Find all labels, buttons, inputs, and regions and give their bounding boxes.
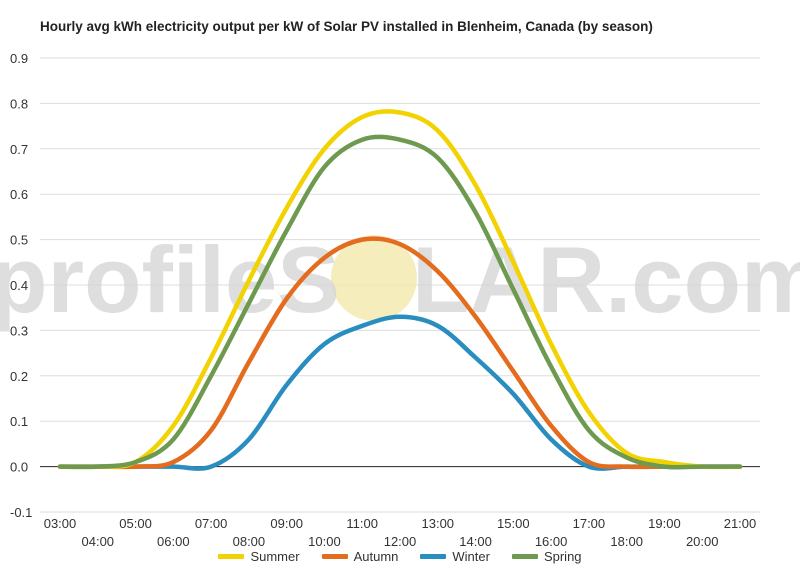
y-tick-label: 0.5: [10, 233, 28, 248]
x-tick-label: 13:00: [422, 516, 455, 531]
watermark-sun-icon: [331, 235, 417, 321]
series-line-winter: [57, 314, 743, 471]
legend-item-summer[interactable]: Summer: [218, 549, 300, 564]
legend-label: Autumn: [353, 549, 399, 564]
y-tick-label: 0.0: [10, 460, 28, 475]
legend-label: Spring: [543, 549, 582, 564]
y-tick-label: 0.7: [10, 142, 28, 157]
legend: Summer Autumn Winter Spring: [0, 549, 800, 564]
x-tick-label: 17:00: [573, 516, 606, 531]
watermark-text-left: profileS: [0, 227, 340, 332]
legend-label: Winter: [452, 549, 490, 564]
legend-item-spring[interactable]: Spring: [511, 549, 582, 564]
x-tick-label: 06:00: [157, 534, 190, 549]
legend-item-autumn[interactable]: Autumn: [321, 549, 399, 564]
x-tick-label: 04:00: [82, 534, 115, 549]
y-tick-label: 0.3: [10, 323, 28, 338]
legend-label: Summer: [250, 549, 300, 564]
x-tick-label: 16:00: [535, 534, 568, 549]
x-tick-label: 21:00: [724, 516, 757, 531]
x-tick-label: 19:00: [648, 516, 681, 531]
x-tick-label: 07:00: [195, 516, 228, 531]
series-line-summer: [57, 109, 743, 470]
x-tick-label: 11:00: [346, 516, 378, 531]
series-line-autumn: [57, 236, 743, 470]
x-tick-label: 08:00: [233, 534, 266, 549]
y-tick-label: 0.4: [10, 278, 28, 293]
series-layer: [57, 109, 743, 471]
watermark-text-right: LAR.com: [412, 227, 800, 332]
legend-swatch: [511, 554, 538, 559]
y-tick-label: 0.6: [10, 187, 28, 202]
y-tick-label: 0.8: [10, 96, 28, 111]
legend-swatch: [420, 554, 447, 559]
y-tick-label: 0.9: [10, 51, 28, 66]
legend-swatch: [321, 554, 348, 559]
y-tick-label: 0.2: [10, 369, 28, 384]
y-tick-label: 0.1: [10, 414, 28, 429]
x-tick-label: 12:00: [384, 534, 417, 549]
x-tick-label: 03:00: [44, 516, 77, 531]
x-tick-label: 15:00: [497, 516, 530, 531]
x-tick-label: 10:00: [308, 534, 341, 549]
watermark: profileS LAR.com: [0, 227, 800, 332]
legend-item-winter[interactable]: Winter: [420, 549, 490, 564]
x-tick-label: 09:00: [270, 516, 303, 531]
y-tick-label: -0.1: [10, 505, 32, 520]
legend-swatch: [218, 554, 245, 559]
series-line-spring: [57, 134, 743, 470]
x-tick-label: 14:00: [459, 534, 492, 549]
chart-title: Hourly avg kWh electricity output per kW…: [40, 19, 653, 34]
x-tick-label: 20:00: [686, 534, 719, 549]
x-tick-label: 05:00: [119, 516, 152, 531]
x-tick-label: 18:00: [610, 534, 643, 549]
